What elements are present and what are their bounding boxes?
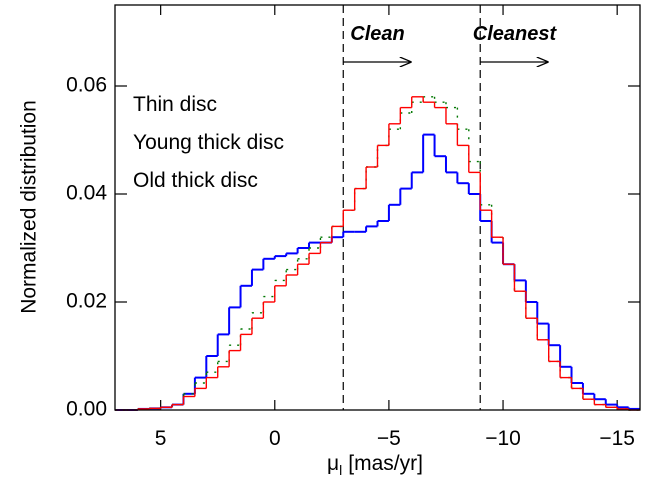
x-tick-label: −5 — [377, 427, 401, 450]
x-tick-label: 5 — [155, 427, 167, 450]
annotation: Cleanest — [473, 23, 558, 45]
annotation: Clean — [350, 23, 404, 45]
legend-label: Old thick disc — [133, 169, 258, 192]
x-tick-label: −10 — [485, 427, 521, 450]
x-label-unit: [mas/yr] — [348, 452, 423, 475]
x-label-subscript: l — [339, 462, 342, 478]
legend-label: Thin disc — [133, 93, 217, 116]
y-tick-label: 0.00 — [66, 398, 107, 421]
plot-frame — [114, 4, 641, 411]
x-axis-label: μl [mas/yr] — [327, 452, 423, 478]
y-tick-label: 0.04 — [66, 182, 107, 205]
legend-label: Young thick disc — [133, 131, 284, 154]
x-tick-label: 0 — [269, 427, 281, 450]
x-tick-label: −15 — [599, 427, 635, 450]
y-tick-label: 0.02 — [66, 290, 107, 313]
x-label-symbol: μ — [327, 452, 339, 475]
y-axis-label: Normalized distribution — [18, 100, 41, 314]
y-tick-label: 0.06 — [66, 74, 107, 97]
